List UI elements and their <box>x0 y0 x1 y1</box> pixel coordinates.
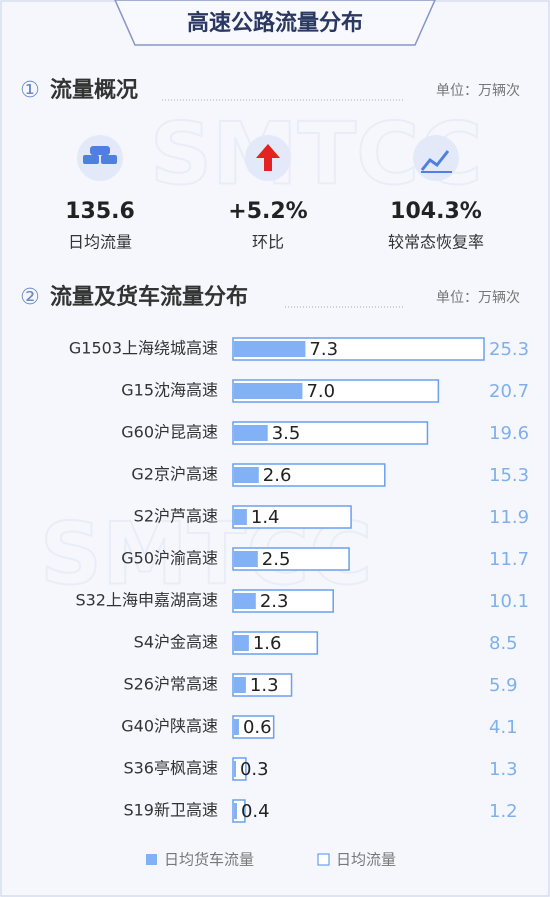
freight-bar <box>234 593 256 609</box>
total-value-label: 20.7 <box>489 381 529 402</box>
total-bar <box>232 505 352 529</box>
total-bar <box>232 631 319 655</box>
unit: 单位：万辆次 <box>436 83 520 99</box>
total-value-label: 15.3 <box>489 465 529 486</box>
total-bar <box>232 463 386 487</box>
freight-value-label: 7.0 <box>306 381 335 402</box>
total-value-label: 5.9 <box>489 675 518 696</box>
total-value-label: 19.6 <box>489 423 529 444</box>
freight-bar <box>234 803 237 819</box>
legend-label: 日均货车流量 <box>164 851 254 869</box>
total-bar <box>232 715 275 739</box>
section-number: ② <box>20 285 40 310</box>
total-value-label: 4.1 <box>489 717 518 738</box>
freight-value-label: 0.6 <box>243 717 272 738</box>
total-value-label: 8.5 <box>489 633 518 654</box>
category-label: S26沪常高速 <box>123 675 218 694</box>
category-label: S4沪金高速 <box>134 633 218 652</box>
page-title: 高速公路流量分布 <box>187 10 363 36</box>
freight-value-label: 1.4 <box>251 507 280 528</box>
freight-bar <box>234 677 246 693</box>
total-bar <box>232 589 334 613</box>
category-label: G1503上海绕城高速 <box>69 339 218 358</box>
title-tab <box>114 0 436 46</box>
freight-value-label: 7.3 <box>309 339 338 360</box>
legend-swatch <box>317 853 330 866</box>
up-arrow-icon <box>256 144 280 171</box>
category-label: G40沪陕高速 <box>121 717 218 736</box>
freight-value-label: 2.3 <box>260 591 289 612</box>
car-icon <box>83 146 117 164</box>
freight-value-label: 1.3 <box>250 675 279 696</box>
total-bar <box>232 547 350 571</box>
kpi-label: 日均流量 <box>68 233 132 252</box>
freight-value-label: 2.5 <box>262 549 291 570</box>
freight-bar <box>234 761 236 777</box>
trend-icon <box>420 150 450 171</box>
category-label: G60沪昆高速 <box>121 423 218 442</box>
freight-bar <box>234 425 268 441</box>
section-title: 流量概况 <box>50 77 138 103</box>
section-number: ① <box>20 78 40 103</box>
category-label: G15沈海高速 <box>121 381 218 400</box>
total-bar <box>232 757 247 781</box>
freight-bar <box>234 467 259 483</box>
freight-bar <box>234 551 258 567</box>
kpi-value: 135.6 <box>65 199 135 224</box>
legend-swatch <box>146 854 157 865</box>
category-label: S19新卫高速 <box>123 801 218 820</box>
freight-bar <box>234 383 303 399</box>
category-label: S32上海申嘉湖高速 <box>75 591 218 610</box>
freight-value-label: 1.6 <box>253 633 282 654</box>
category-label: S2沪芦高速 <box>134 507 218 526</box>
category-label: S36亭枫高速 <box>123 759 218 778</box>
freight-bar <box>234 509 247 525</box>
total-bar <box>232 799 246 823</box>
section-title: 流量及货车流量分布 <box>50 284 248 310</box>
unit: 单位：万辆次 <box>436 290 520 306</box>
total-value-label: 11.7 <box>489 549 529 570</box>
total-bar <box>232 421 429 445</box>
icon-bg <box>413 135 459 181</box>
freight-bar <box>234 635 249 651</box>
total-value-label: 10.1 <box>489 591 529 612</box>
kpi-label: 较常态恢复率 <box>388 233 484 252</box>
freight-value-label: 3.5 <box>272 423 301 444</box>
total-value-label: 1.2 <box>489 801 518 822</box>
total-value-label: 11.9 <box>489 507 529 528</box>
freight-value-label: 0.3 <box>240 759 269 780</box>
total-bar <box>232 673 293 697</box>
icon-bg <box>77 135 123 181</box>
total-value-label: 25.3 <box>489 339 529 360</box>
bar-chart: G1503上海绕城高速 7.3 25.3 G15沈海高速 7.0 20.7 G60沪昆高速 3… <box>69 337 529 869</box>
category-label: G50沪渝高速 <box>121 549 218 568</box>
total-value-label: 1.3 <box>489 759 518 780</box>
freight-value-label: 0.4 <box>241 801 270 822</box>
legend-label: 日均流量 <box>336 851 396 869</box>
freight-value-label: 2.6 <box>263 465 292 486</box>
kpi-value: +5.2% <box>228 199 307 224</box>
kpi-group: 135.6 日均流量 +5.2% 环比 104.3% 较常态恢复率 <box>65 199 484 252</box>
kpi-label: 环比 <box>252 233 284 252</box>
freight-bar <box>234 719 239 735</box>
kpi-value: 104.3% <box>390 199 482 224</box>
category-label: G2京沪高速 <box>131 465 218 484</box>
freight-bar <box>234 341 306 357</box>
